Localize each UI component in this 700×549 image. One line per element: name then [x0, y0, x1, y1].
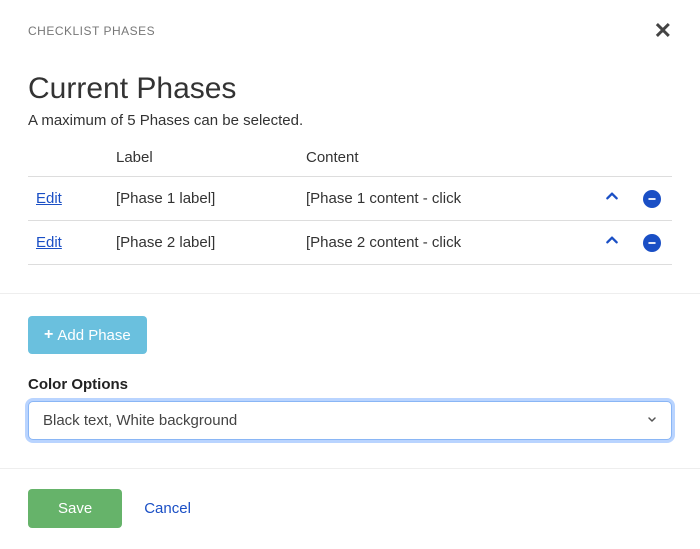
modal-footer: Save Cancel [0, 469, 700, 548]
page-title: Current Phases [28, 72, 672, 106]
header-label: CHECKLIST PHASES [28, 24, 155, 38]
close-icon[interactable]: ✕ [654, 20, 672, 42]
col-header-content: Content [298, 143, 592, 177]
plus-icon: + [44, 326, 53, 344]
phase-label: [Phase 2 label] [108, 221, 298, 265]
table-row: Edit [Phase 1 label] [Phase 1 content - … [28, 177, 672, 221]
edit-link[interactable]: Edit [36, 234, 62, 251]
color-options-select[interactable]: Black text, White background [28, 401, 672, 440]
color-options-label: Color Options [28, 376, 672, 393]
chevron-up-icon[interactable] [605, 233, 619, 252]
cancel-link[interactable]: Cancel [144, 500, 191, 517]
edit-link[interactable]: Edit [36, 190, 62, 207]
phase-label: [Phase 1 label] [108, 177, 298, 221]
col-header-edit [28, 143, 108, 177]
col-header-move [592, 143, 632, 177]
options-section: + Add Phase Color Options Black text, Wh… [0, 294, 700, 440]
phase-content: [Phase 1 content - click [298, 177, 592, 221]
modal-header-row: CHECKLIST PHASES ✕ [0, 0, 700, 42]
add-phase-label: Add Phase [57, 327, 130, 344]
remove-icon[interactable] [643, 234, 661, 252]
chevron-up-icon[interactable] [605, 189, 619, 208]
add-phase-button[interactable]: + Add Phase [28, 316, 147, 354]
phases-table: Label Content Edit [Phase 1 label] [Phas… [28, 143, 672, 265]
table-row: Edit [Phase 2 label] [Phase 2 content - … [28, 221, 672, 265]
col-header-remove [632, 143, 672, 177]
current-phases-section: Current Phases A maximum of 5 Phases can… [0, 42, 700, 265]
modal-header: CHECKLIST PHASES ✕ [28, 24, 672, 42]
phase-content: [Phase 2 content - click [298, 221, 592, 265]
col-header-label: Label [108, 143, 298, 177]
color-select-wrap: Black text, White background [28, 401, 672, 440]
save-button[interactable]: Save [28, 489, 122, 528]
page-subtitle: A maximum of 5 Phases can be selected. [28, 112, 672, 129]
remove-icon[interactable] [643, 190, 661, 208]
